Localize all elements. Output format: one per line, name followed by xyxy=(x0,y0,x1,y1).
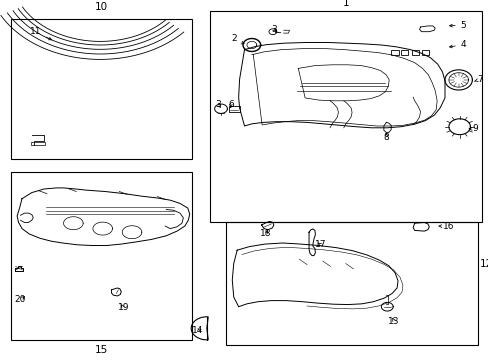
Text: 10: 10 xyxy=(95,1,107,12)
Bar xyxy=(400,50,407,55)
Text: 5: 5 xyxy=(448,21,466,30)
Text: 6: 6 xyxy=(227,100,233,109)
Bar xyxy=(228,106,239,112)
Text: 17: 17 xyxy=(314,240,326,249)
Text: 19: 19 xyxy=(117,303,129,312)
Bar xyxy=(225,222,477,345)
Bar xyxy=(390,50,398,55)
Text: 11: 11 xyxy=(29,27,51,40)
Text: 1: 1 xyxy=(342,0,349,8)
Text: 13: 13 xyxy=(387,317,399,325)
Text: 2: 2 xyxy=(230,34,244,44)
Text: 7: 7 xyxy=(473,75,482,84)
Text: 18: 18 xyxy=(260,230,271,239)
Bar xyxy=(411,50,418,55)
Text: 20: 20 xyxy=(15,295,26,304)
Text: 3: 3 xyxy=(270,25,276,34)
Text: 3: 3 xyxy=(215,100,221,109)
Bar xyxy=(31,142,45,145)
Text: 9: 9 xyxy=(468,124,477,133)
Text: 15: 15 xyxy=(94,345,108,355)
Bar xyxy=(11,172,191,340)
Text: 14: 14 xyxy=(191,326,203,335)
Text: 4: 4 xyxy=(448,40,466,49)
Text: 8: 8 xyxy=(383,133,388,142)
Bar xyxy=(11,19,191,159)
Text: 16: 16 xyxy=(438,222,454,231)
Bar xyxy=(210,11,481,222)
Bar xyxy=(421,50,428,55)
Text: 12: 12 xyxy=(479,258,488,269)
